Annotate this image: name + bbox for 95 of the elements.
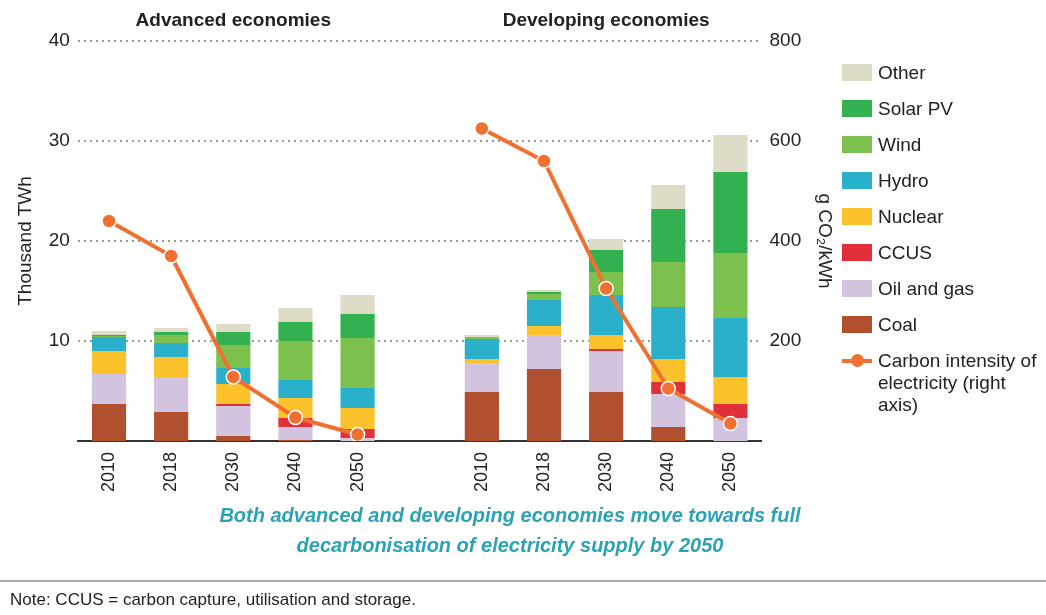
bar (713, 376, 748, 404)
bar (91, 350, 127, 374)
x-tick-label: 2018 (532, 451, 553, 492)
y-tick-label: 10 (48, 329, 70, 351)
bar (278, 307, 313, 322)
bar (526, 325, 562, 335)
bar (340, 337, 375, 388)
legend-label: Other (878, 62, 927, 84)
point (474, 120, 490, 137)
y-tick-label: 40 (48, 29, 70, 51)
legend-label: Coal (878, 314, 919, 336)
bar (216, 383, 251, 404)
bar (278, 426, 313, 440)
bar (526, 293, 562, 300)
bar (464, 358, 499, 363)
x-tick-label: 2050 (719, 451, 740, 492)
point (349, 426, 366, 441)
x-tick-label: 2030 (222, 451, 243, 492)
bar (651, 306, 686, 359)
x-tick-label: 2030 (595, 451, 616, 492)
legend-label: Wind (878, 134, 923, 156)
bar (216, 405, 251, 436)
bar (91, 403, 127, 441)
bar (526, 299, 562, 326)
legend-label: Hydro (878, 170, 930, 192)
bar (651, 184, 686, 209)
bar (464, 391, 499, 441)
bar (340, 407, 375, 429)
point (163, 248, 179, 264)
bar (713, 171, 748, 253)
bar (278, 321, 313, 341)
bar (91, 336, 127, 351)
x-tick-label: 2040 (284, 451, 305, 492)
x-tick-label: 2018 (160, 451, 181, 492)
text: Advanced economies (135, 8, 331, 30)
legend-label: CCUS (878, 242, 933, 264)
y-axis-title: Thousand TWh (13, 176, 35, 306)
bar (216, 331, 251, 345)
bar (340, 387, 375, 408)
y2-tick-label: 800 (769, 29, 802, 51)
text: Developing economies (502, 8, 710, 30)
legend-label: Nuclear (878, 206, 945, 228)
x-tick-label: 2050 (346, 451, 367, 492)
bar (526, 334, 562, 369)
bar (589, 238, 624, 250)
y2-tick-label: 400 (769, 229, 802, 251)
bar (651, 393, 686, 427)
point (101, 213, 117, 229)
bar (154, 376, 189, 412)
x-tick-label: 2010 (470, 451, 491, 492)
point (660, 380, 677, 397)
bar (91, 330, 127, 335)
bar (651, 208, 686, 262)
bar (589, 350, 624, 392)
bar (154, 331, 189, 335)
text: Note: CCUS = carbon capture, utilisation and storage. (0, 580, 1046, 615)
y2-axis-title: g CO₂/kWh (815, 193, 837, 289)
legend-label: Oil and gas (878, 278, 976, 300)
bar (464, 362, 499, 392)
bar (154, 334, 189, 343)
x-tick-label: 2040 (657, 451, 678, 492)
bar (154, 342, 189, 357)
legend-label: Carbon intensity of electricity (right axis) (878, 350, 1038, 416)
bar (340, 294, 375, 314)
legend-label: Solar PV (878, 98, 954, 120)
bar (154, 411, 189, 441)
bar (278, 379, 313, 398)
y-tick-label: 20 (48, 229, 70, 251)
y2-tick-label: 200 (769, 329, 802, 351)
y2-tick-label: 600 (769, 129, 802, 151)
bar (464, 338, 499, 359)
point (225, 369, 242, 385)
bar (713, 134, 748, 172)
bar (216, 403, 251, 406)
bar (154, 356, 189, 377)
bar (340, 313, 375, 338)
x-tick-label: 2010 (97, 451, 118, 492)
bar (589, 391, 624, 441)
bar (216, 323, 251, 332)
bar (713, 317, 748, 377)
bar (589, 294, 624, 335)
bar (713, 252, 748, 318)
text: Both advanced and developing economies move towards full decarbonisation of electricity supply by 2050 (218, 503, 802, 558)
bar (154, 327, 189, 332)
bar (91, 373, 127, 404)
y-tick-label: 30 (48, 129, 70, 151)
bar (526, 368, 562, 441)
bar (651, 261, 686, 307)
bar (589, 348, 624, 351)
bar (589, 334, 624, 349)
point (536, 153, 552, 169)
bar (278, 340, 313, 380)
bar (216, 435, 251, 441)
point (287, 409, 304, 426)
bar (651, 426, 686, 441)
